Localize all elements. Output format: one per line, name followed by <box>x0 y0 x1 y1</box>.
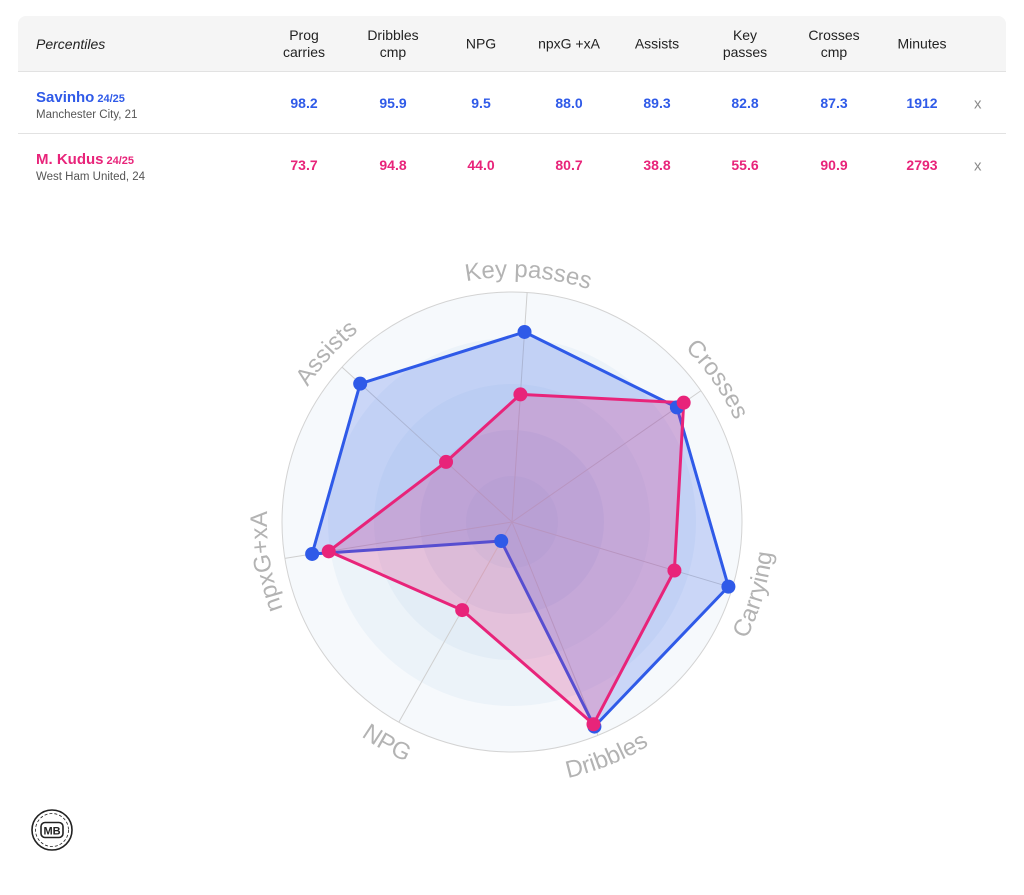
radar-outer-ring <box>281 291 743 753</box>
value-assists: 89.3 <box>643 94 671 111</box>
remove-player-button[interactable]: x <box>974 94 982 112</box>
col-npg[interactable]: NPG <box>465 35 497 51</box>
table-row-kudus: M. Kudus 24/25 West Ham United, 24 73.7 9… <box>18 134 1006 195</box>
col-npxg-xa[interactable]: npxG +xA <box>538 35 600 51</box>
player-club: Manchester City, 21 <box>36 109 138 121</box>
value-npxg-xa: 80.7 <box>555 156 583 173</box>
player-club: West Ham United, 24 <box>36 171 146 183</box>
value-minutes: 2793 <box>906 156 938 173</box>
col-minutes[interactable]: Minutes <box>897 35 947 51</box>
player-season: 24/25 <box>97 93 125 105</box>
data-point-m-kudus <box>667 563 682 578</box>
value-crosses-cmp: 90.9 <box>820 156 848 173</box>
percentiles-label: Percentiles <box>36 35 106 52</box>
value-crosses-cmp: 87.3 <box>820 94 848 111</box>
value-key-passes: 82.8 <box>731 94 759 111</box>
value-minutes: 1912 <box>906 94 938 111</box>
player-season: 24/25 <box>106 155 135 167</box>
table-row-savinho: Savinho 24/25 Manchester City, 21 98.2 95… <box>18 72 1006 134</box>
data-point-m-kudus <box>439 454 454 469</box>
data-point-savinho <box>721 579 736 594</box>
col-key-passes[interactable]: Key passes <box>722 26 768 60</box>
logo-text: MB <box>43 826 60 838</box>
player-name[interactable]: M. Kudus <box>36 151 104 168</box>
player-name[interactable]: Savinho <box>36 89 95 106</box>
value-npxg-xa: 88.0 <box>555 94 583 111</box>
value-prog-carries: 73.7 <box>290 156 318 173</box>
data-point-m-kudus <box>676 395 691 410</box>
value-npg: 9.5 <box>471 94 491 111</box>
remove-player-button[interactable]: x <box>974 156 982 174</box>
col-prog-carries[interactable]: Prog carries <box>282 26 325 60</box>
value-prog-carries: 98.2 <box>290 94 318 111</box>
radar-spoke <box>341 366 513 523</box>
player-info: Savinho 24/25 Manchester City, 21 <box>36 89 137 121</box>
radar-spoke <box>511 521 599 736</box>
series-area-m-kudus <box>327 392 686 726</box>
mb-logo: MB <box>31 809 73 851</box>
data-point-m-kudus <box>586 717 601 732</box>
value-key-passes: 55.6 <box>731 156 759 173</box>
percentiles-table: Percentiles Prog carries Dribbles cmp NP… <box>18 16 1006 195</box>
value-dribbles-cmp: 94.8 <box>379 156 407 173</box>
col-assists[interactable]: Assists <box>634 35 680 51</box>
value-dribbles-cmp: 95.9 <box>379 94 407 111</box>
col-dribbles-cmp[interactable]: Dribbles cmp <box>367 26 419 60</box>
data-point-savinho <box>353 376 368 391</box>
radar-spoke <box>398 521 513 723</box>
value-assists: 38.8 <box>643 156 671 173</box>
value-npg: 44.0 <box>467 156 495 173</box>
data-point-m-kudus <box>455 603 470 618</box>
radar-spoke <box>511 390 702 523</box>
data-point-m-kudus <box>513 387 528 402</box>
radar-spoke <box>511 521 733 589</box>
data-point-m-kudus <box>321 544 336 559</box>
series-area-savinho <box>310 330 730 729</box>
data-point-savinho <box>517 324 532 339</box>
player-info: M. Kudus 24/25 West Ham United, 24 <box>36 151 145 183</box>
data-point-savinho <box>494 534 509 549</box>
col-crosses-cmp[interactable]: Crosses cmp <box>808 26 860 60</box>
axis-label: Key passes <box>463 256 595 295</box>
table-header: Percentiles Prog carries Dribbles cmp NP… <box>18 16 1006 72</box>
data-point-savinho <box>305 546 320 561</box>
